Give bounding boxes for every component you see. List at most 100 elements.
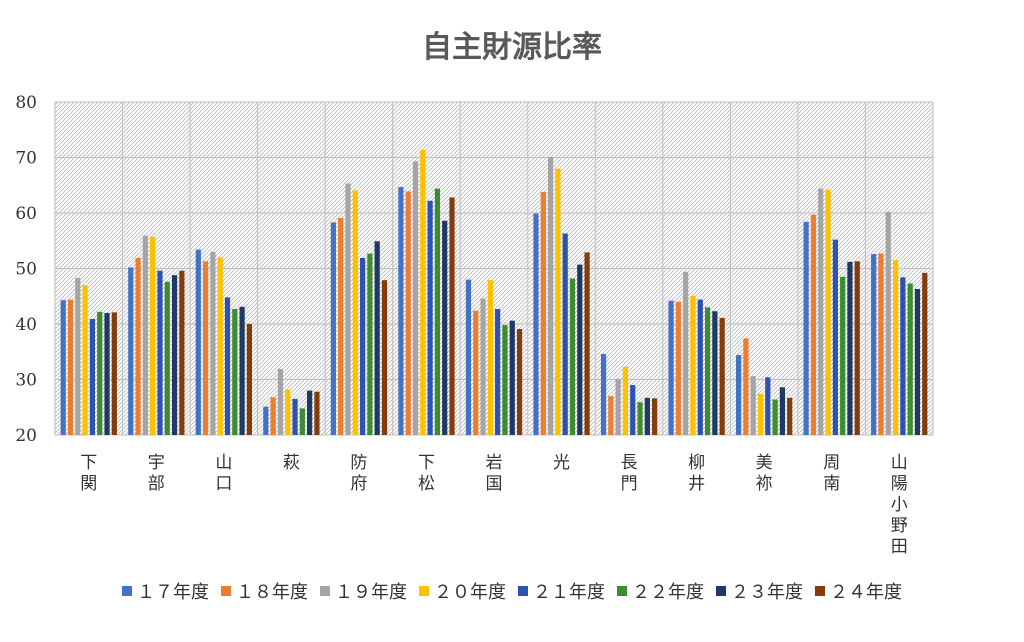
x-tick-label: 山口: [215, 453, 232, 494]
legend-label: ２１年度: [533, 582, 605, 603]
bar: [292, 398, 298, 435]
bar: [854, 261, 860, 435]
bar: [818, 188, 824, 435]
bar: [374, 241, 380, 435]
bar: [367, 253, 373, 435]
bar: [719, 317, 725, 435]
legend-item: ２１年度: [518, 578, 605, 604]
x-tick-label: 山陽小野田: [891, 453, 908, 557]
x-tick-label: 下関: [80, 453, 97, 494]
bar: [82, 285, 88, 435]
bar: [210, 251, 216, 435]
x-tick-labels: 下関 宇部 山口 萩 防府 下松 岩国 光 長門 柳井 美祢 周南 山陽小野田: [80, 453, 907, 557]
bar: [420, 149, 426, 436]
legend-swatch: [815, 586, 825, 596]
bar: [900, 277, 906, 435]
bar: [907, 283, 913, 435]
x-tick-label: 下松: [418, 453, 435, 494]
legend-label: ２３年度: [731, 582, 803, 603]
bar: [577, 264, 583, 435]
bar: [878, 253, 884, 435]
legend-item: ２０年度: [419, 578, 506, 604]
bar: [652, 398, 658, 435]
bar: [285, 389, 291, 435]
bar: [307, 390, 313, 435]
chart-title: 自主財源比率: [422, 30, 602, 65]
bar: [615, 378, 621, 435]
legend-label: １８年度: [236, 582, 308, 603]
bar: [622, 366, 629, 435]
bar: [217, 257, 223, 435]
bar: [608, 396, 614, 435]
bar: [67, 299, 74, 435]
x-tick-label: 柳井: [688, 453, 705, 494]
y-tick-label: 60: [15, 204, 37, 224]
legend-label: ２２年度: [632, 582, 704, 603]
bar: [509, 320, 515, 435]
x-tick-label: 宇部: [148, 453, 165, 494]
legend-item: ２３年度: [716, 578, 803, 604]
legend-swatch: [122, 586, 132, 596]
bar: [712, 311, 718, 435]
bar: [359, 257, 366, 435]
bar: [516, 328, 523, 435]
bar: [345, 183, 351, 435]
bar: [246, 324, 252, 435]
bar: [922, 272, 928, 435]
x-tick-label: 萩: [283, 453, 300, 473]
x-tick-label: 岩国: [486, 453, 503, 494]
x-tick-label: 美祢: [756, 453, 773, 494]
legend-label: １７年度: [137, 582, 209, 603]
legend-swatch: [518, 586, 528, 596]
bar: [637, 402, 643, 435]
y-tick-label: 30: [15, 371, 37, 391]
bar: [97, 311, 103, 435]
bar: [171, 275, 178, 435]
bar: [847, 261, 853, 435]
bar: [299, 408, 305, 435]
bar: [892, 260, 899, 435]
bar: [224, 297, 231, 435]
bar: [473, 310, 479, 435]
bar: [779, 387, 786, 435]
bar: [89, 319, 96, 435]
bar: [202, 261, 209, 435]
bar: [179, 270, 185, 435]
bar: [810, 214, 817, 435]
legend-item: ２４年度: [815, 578, 902, 604]
bar: [465, 279, 472, 435]
x-tick-label: 光: [553, 453, 570, 473]
bar: [871, 254, 877, 435]
bars: [60, 149, 928, 436]
bar: [232, 309, 238, 435]
bar: [104, 312, 110, 435]
bar: [644, 397, 650, 435]
bar: [683, 271, 689, 435]
bar: [772, 399, 778, 435]
bar: [547, 156, 554, 435]
legend-swatch: [419, 586, 429, 596]
bar: [584, 252, 590, 435]
y-tick-labels: 20 30 40 50 60 70 80: [15, 93, 37, 446]
y-tick-label: 20: [15, 426, 37, 446]
bar: [277, 368, 284, 435]
bar: [704, 307, 711, 435]
bar: [502, 325, 508, 435]
bar: [832, 239, 838, 435]
bar: [164, 281, 170, 435]
bar: [150, 236, 156, 435]
bar: [330, 222, 336, 435]
bar: [736, 355, 742, 435]
bar: [338, 217, 344, 435]
bar: [885, 211, 891, 435]
bar: [562, 233, 568, 435]
bar: [480, 298, 486, 435]
y-tick-label: 70: [15, 149, 37, 169]
bar: [825, 189, 831, 435]
bar: [442, 220, 448, 435]
bar: [757, 393, 764, 435]
legend-item: １７年度: [122, 578, 209, 604]
bar: [75, 277, 81, 435]
